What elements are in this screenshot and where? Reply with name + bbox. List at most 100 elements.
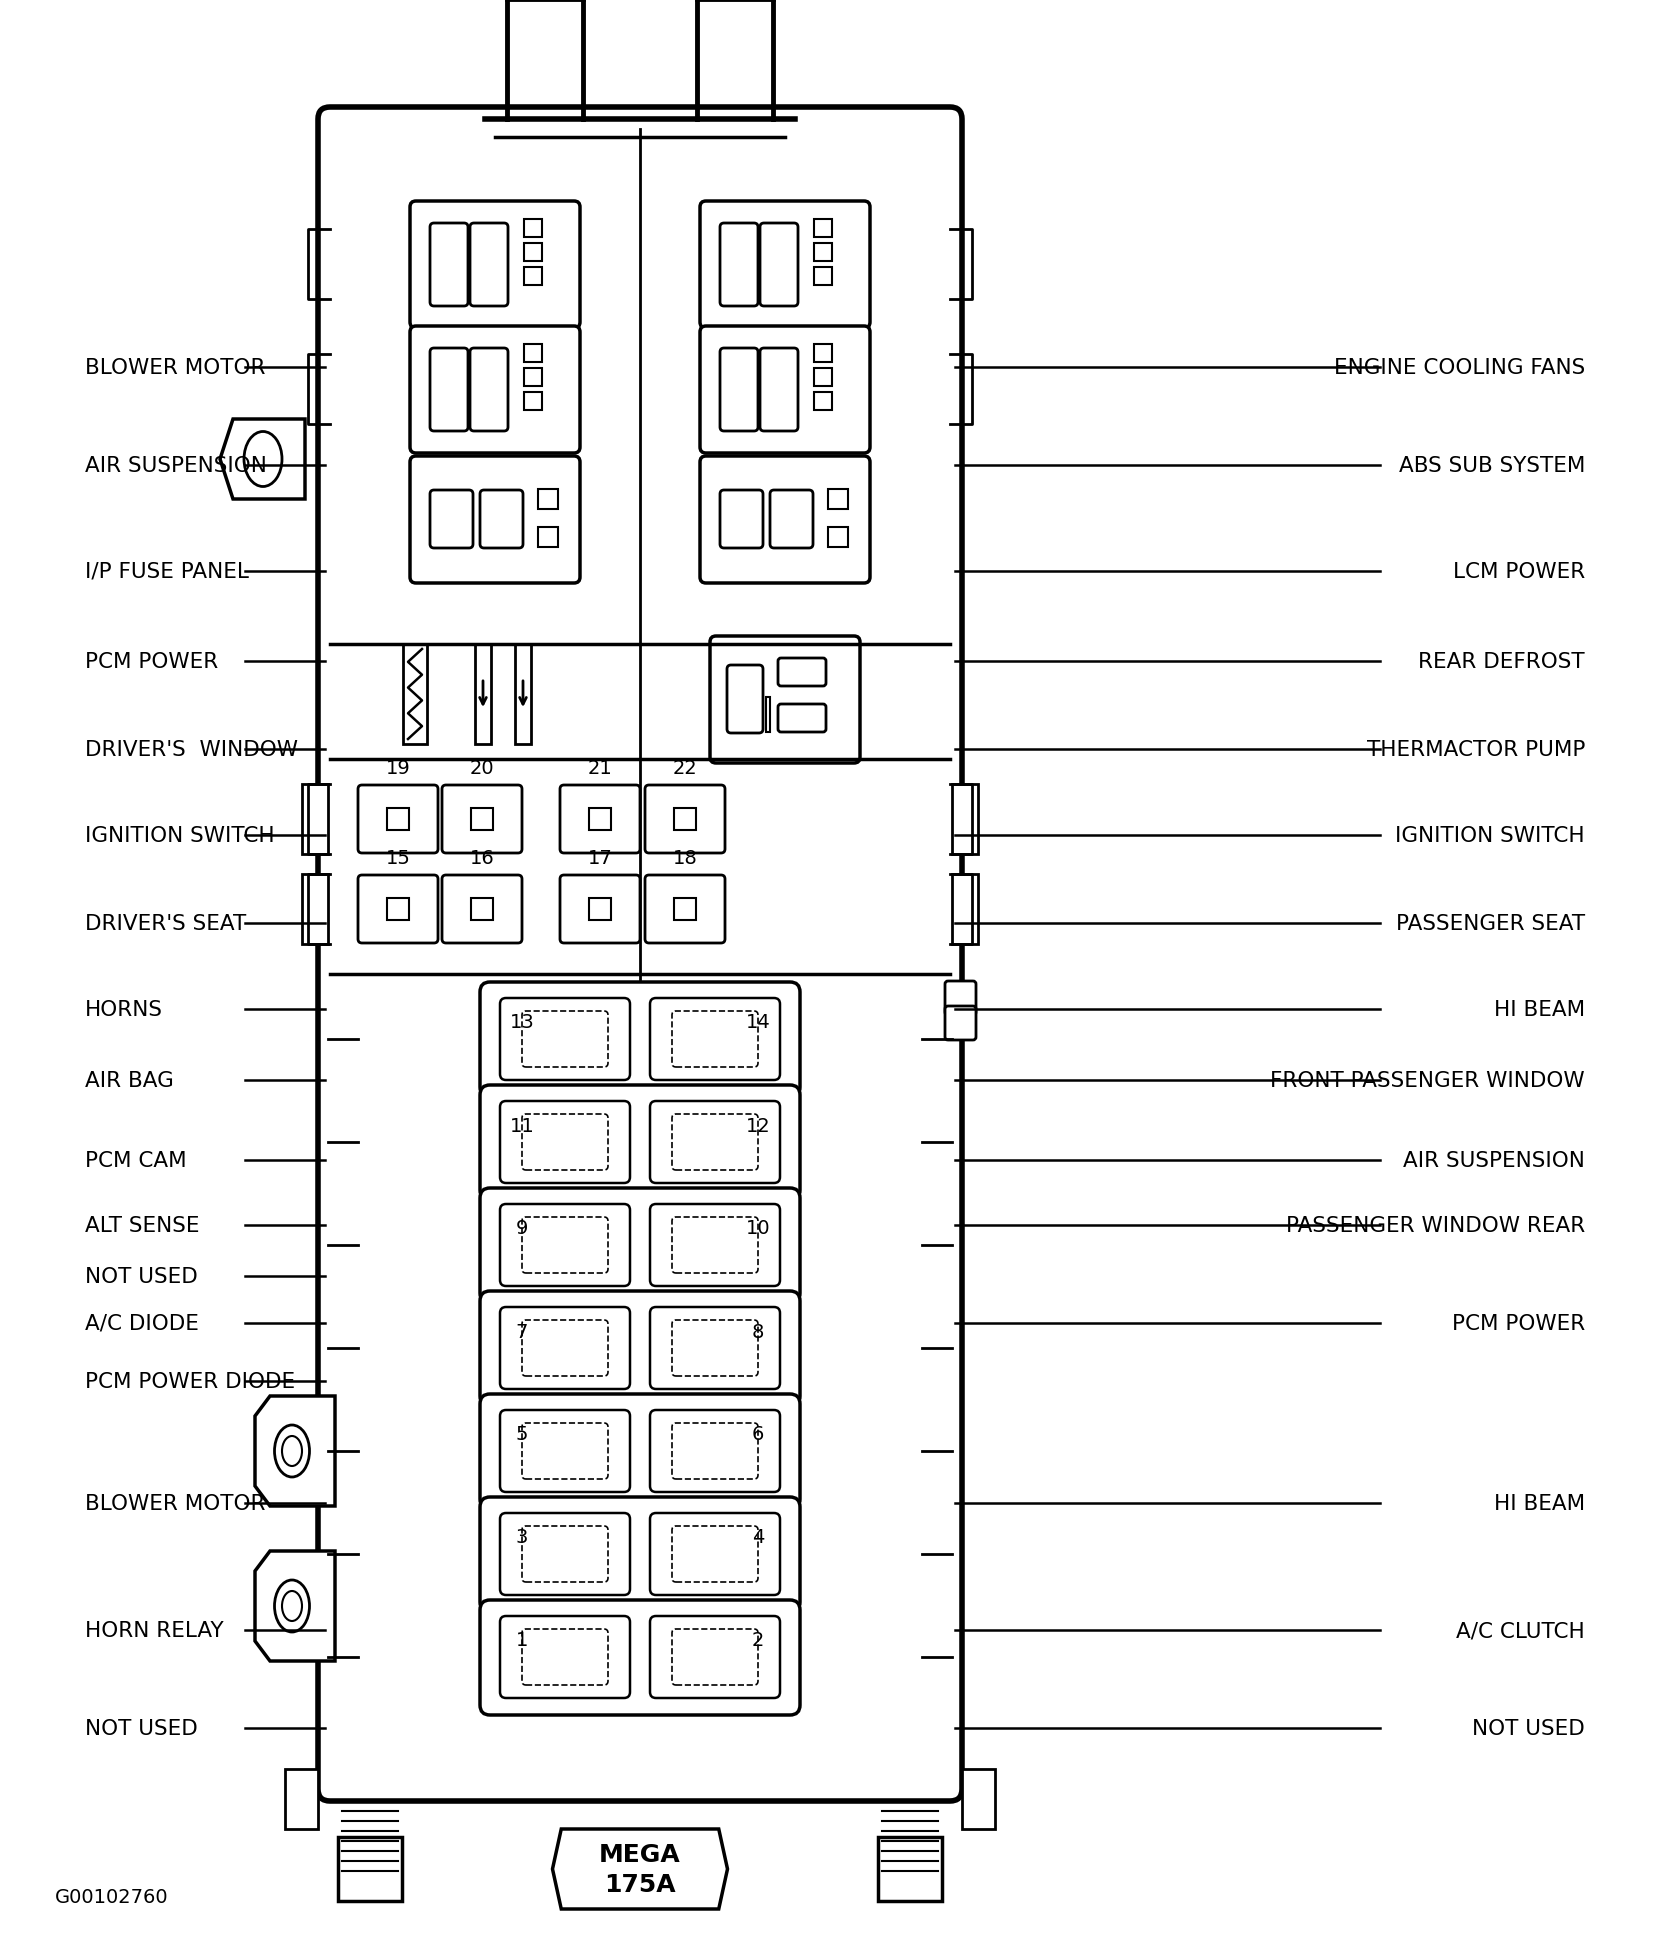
Polygon shape: [220, 421, 306, 499]
FancyBboxPatch shape: [671, 1217, 758, 1274]
Bar: [524, 368, 543, 387]
Polygon shape: [286, 1769, 317, 1830]
FancyBboxPatch shape: [710, 636, 860, 763]
Text: 13: 13: [509, 1014, 534, 1031]
Bar: [813, 219, 832, 239]
Text: 15: 15: [386, 847, 411, 867]
FancyBboxPatch shape: [945, 1006, 975, 1041]
Text: 16: 16: [469, 847, 494, 867]
Text: 11: 11: [509, 1115, 534, 1135]
FancyBboxPatch shape: [411, 456, 579, 583]
Text: 3: 3: [516, 1528, 528, 1546]
Text: I/P FUSE PANEL: I/P FUSE PANEL: [85, 562, 249, 581]
FancyBboxPatch shape: [778, 660, 827, 687]
Bar: [675, 808, 696, 830]
Polygon shape: [952, 785, 979, 855]
FancyBboxPatch shape: [523, 1217, 608, 1274]
Bar: [590, 808, 611, 830]
Bar: [524, 344, 543, 362]
FancyBboxPatch shape: [499, 998, 630, 1080]
Bar: [474, 644, 491, 744]
Bar: [514, 644, 531, 744]
FancyBboxPatch shape: [720, 348, 758, 432]
Text: ABS SUB SYSTEM: ABS SUB SYSTEM: [1399, 456, 1585, 476]
FancyBboxPatch shape: [411, 327, 579, 454]
FancyBboxPatch shape: [726, 665, 763, 734]
Bar: [387, 898, 409, 920]
Bar: [828, 528, 848, 548]
Bar: [524, 268, 543, 286]
Text: 4: 4: [752, 1528, 765, 1546]
Ellipse shape: [282, 1436, 302, 1466]
FancyBboxPatch shape: [523, 1321, 608, 1376]
FancyBboxPatch shape: [671, 1628, 758, 1685]
Bar: [538, 489, 558, 509]
FancyBboxPatch shape: [479, 1601, 800, 1714]
Text: 22: 22: [673, 757, 698, 777]
Text: HI BEAM: HI BEAM: [1495, 1000, 1585, 1020]
Text: HI BEAM: HI BEAM: [1495, 1493, 1585, 1513]
FancyBboxPatch shape: [650, 998, 780, 1080]
Bar: [813, 245, 832, 262]
FancyBboxPatch shape: [499, 1411, 630, 1493]
FancyBboxPatch shape: [357, 785, 438, 853]
Text: 17: 17: [588, 847, 613, 867]
Ellipse shape: [274, 1579, 309, 1632]
FancyBboxPatch shape: [523, 1114, 608, 1170]
FancyBboxPatch shape: [499, 1616, 630, 1699]
Text: DRIVER'S SEAT: DRIVER'S SEAT: [85, 914, 245, 933]
Text: AIR SUSPENSION: AIR SUSPENSION: [85, 456, 267, 476]
Text: PASSENGER SEAT: PASSENGER SEAT: [1396, 914, 1585, 933]
FancyBboxPatch shape: [411, 202, 579, 329]
Text: A/C CLUTCH: A/C CLUTCH: [1456, 1620, 1585, 1640]
Text: NOT USED: NOT USED: [85, 1266, 197, 1286]
FancyBboxPatch shape: [671, 1321, 758, 1376]
FancyBboxPatch shape: [479, 1188, 800, 1303]
FancyBboxPatch shape: [700, 202, 870, 329]
Text: MEGA
175A: MEGA 175A: [600, 1842, 681, 1896]
FancyBboxPatch shape: [357, 875, 438, 943]
Ellipse shape: [244, 432, 282, 487]
FancyBboxPatch shape: [945, 982, 975, 1016]
Text: A/C DIODE: A/C DIODE: [85, 1313, 199, 1333]
FancyBboxPatch shape: [720, 491, 763, 548]
Text: 5: 5: [516, 1425, 528, 1444]
Text: BLOWER MOTOR: BLOWER MOTOR: [85, 1493, 266, 1513]
Bar: [828, 489, 848, 509]
FancyBboxPatch shape: [499, 1204, 630, 1286]
Text: AIR BAG: AIR BAG: [85, 1070, 174, 1090]
FancyBboxPatch shape: [720, 223, 758, 307]
FancyBboxPatch shape: [700, 327, 870, 454]
Polygon shape: [962, 1769, 995, 1830]
Text: REAR DEFROST: REAR DEFROST: [1418, 652, 1585, 671]
Text: DRIVER'S  WINDOW: DRIVER'S WINDOW: [85, 740, 297, 759]
Bar: [524, 245, 543, 262]
Text: 2: 2: [752, 1630, 765, 1650]
Text: 21: 21: [588, 757, 613, 777]
Ellipse shape: [274, 1425, 309, 1478]
Bar: [471, 898, 493, 920]
FancyBboxPatch shape: [443, 875, 523, 943]
FancyBboxPatch shape: [770, 491, 813, 548]
Text: G00102760: G00102760: [55, 1889, 169, 1906]
FancyBboxPatch shape: [479, 1086, 800, 1200]
Text: FRONT PASSENGER WINDOW: FRONT PASSENGER WINDOW: [1271, 1070, 1585, 1090]
Bar: [524, 219, 543, 239]
Bar: [675, 898, 696, 920]
FancyBboxPatch shape: [650, 1411, 780, 1493]
Polygon shape: [952, 875, 979, 945]
FancyBboxPatch shape: [650, 1513, 780, 1595]
FancyBboxPatch shape: [559, 875, 640, 943]
FancyBboxPatch shape: [469, 223, 508, 307]
FancyBboxPatch shape: [523, 1526, 608, 1581]
FancyBboxPatch shape: [671, 1012, 758, 1067]
FancyBboxPatch shape: [760, 223, 798, 307]
FancyBboxPatch shape: [479, 491, 523, 548]
FancyBboxPatch shape: [650, 1102, 780, 1184]
Text: THERMACTOR PUMP: THERMACTOR PUMP: [1366, 740, 1585, 759]
FancyBboxPatch shape: [671, 1526, 758, 1581]
Text: HORN RELAY: HORN RELAY: [85, 1620, 224, 1640]
FancyBboxPatch shape: [523, 1423, 608, 1479]
Text: 6: 6: [752, 1425, 765, 1444]
FancyBboxPatch shape: [479, 1292, 800, 1407]
